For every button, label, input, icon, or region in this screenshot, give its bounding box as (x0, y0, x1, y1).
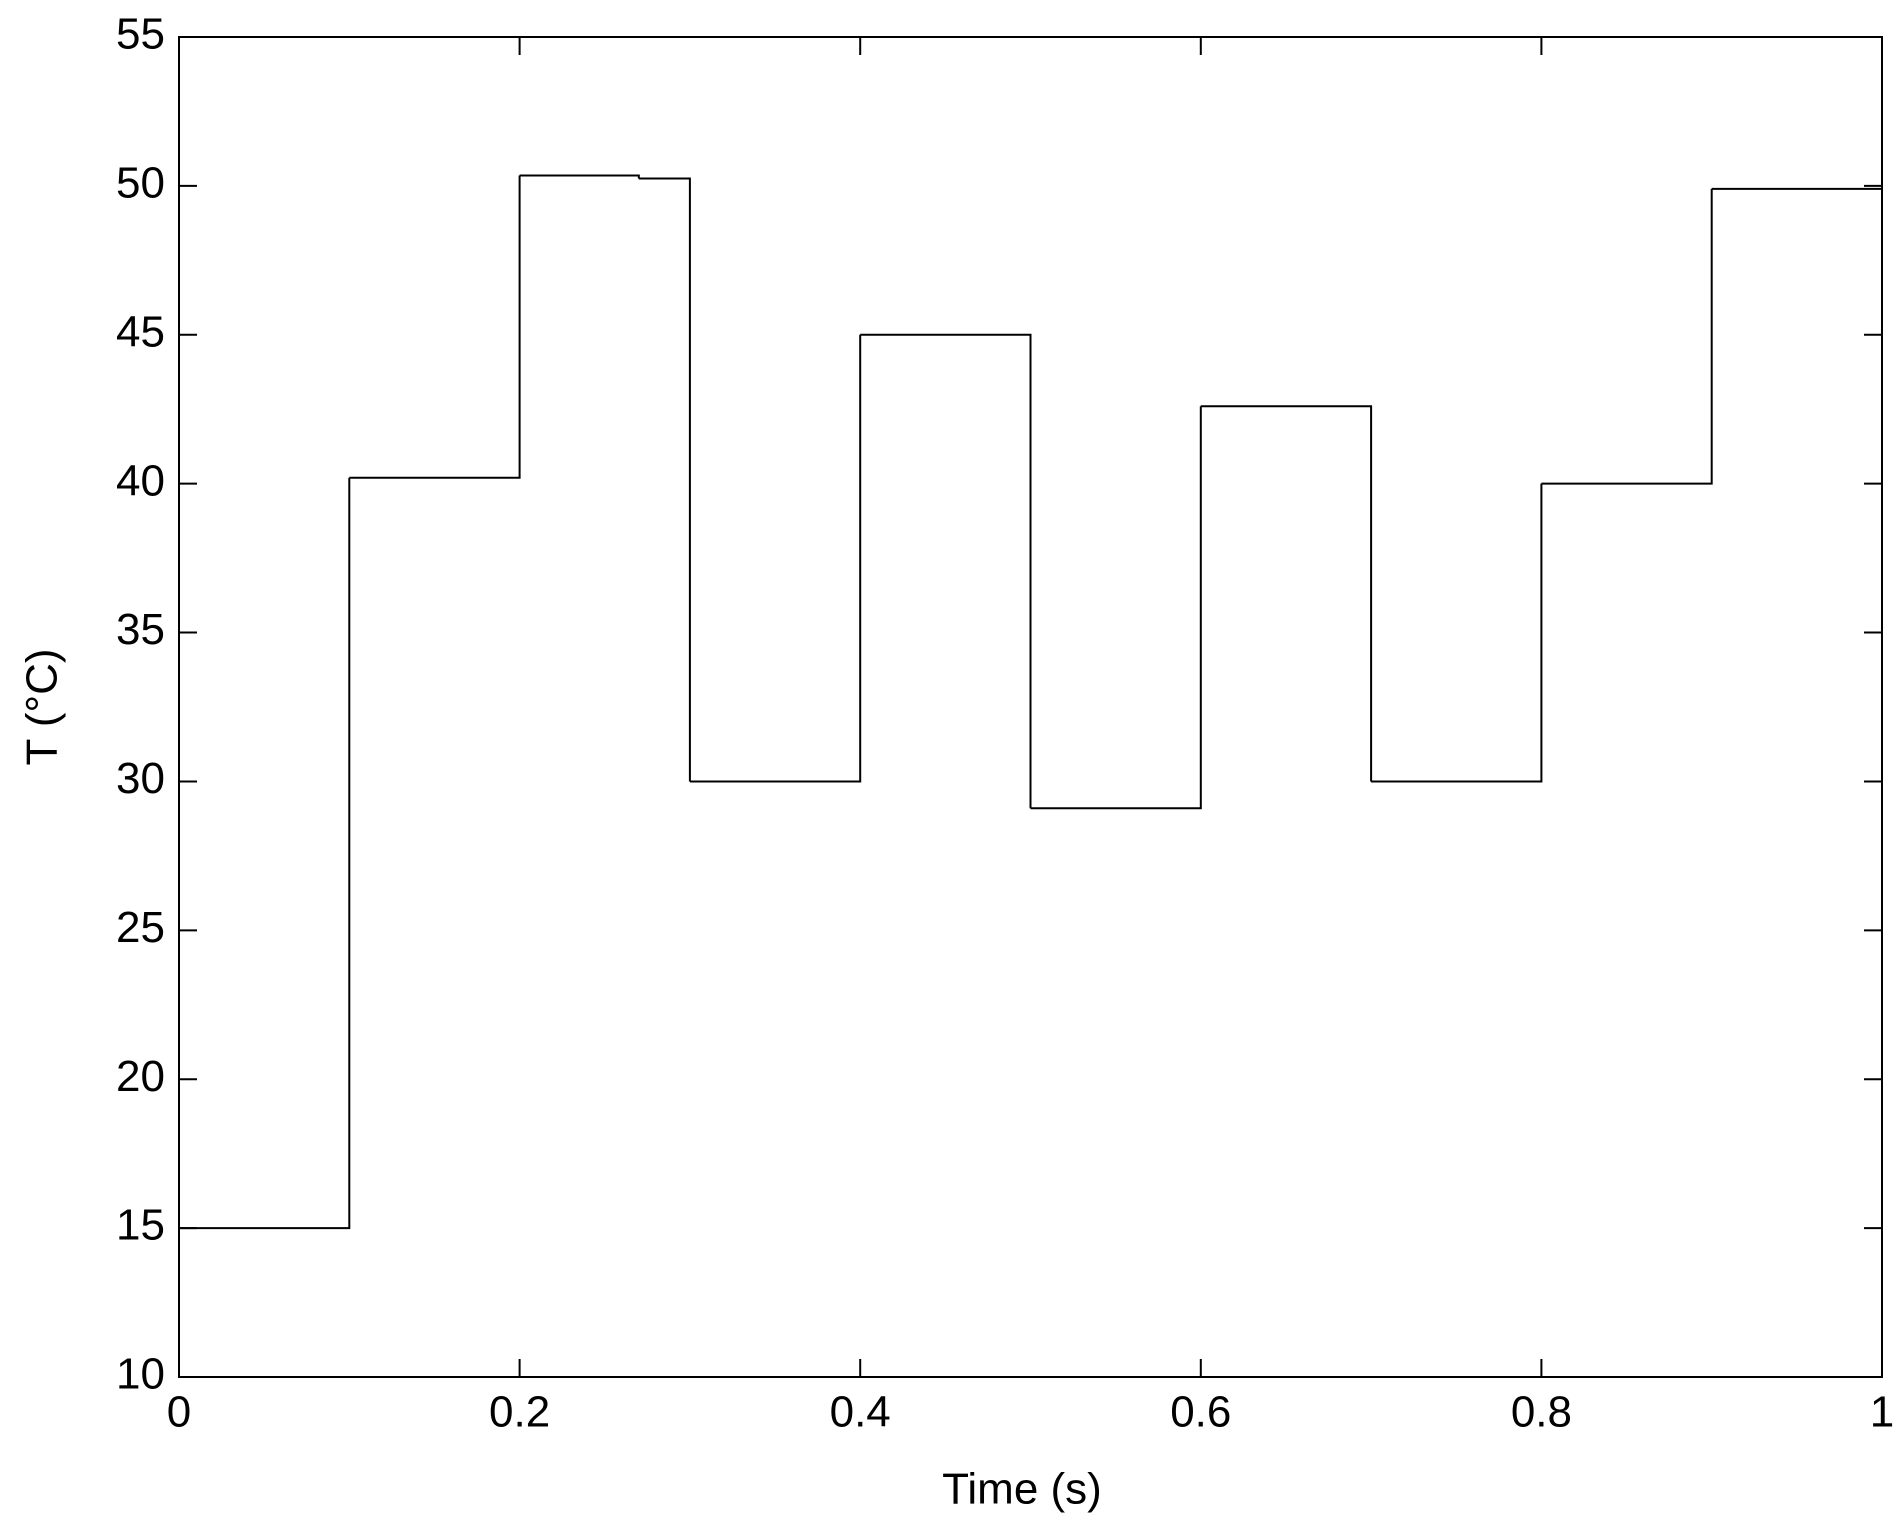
line-segment (860, 333, 1032, 809)
y-axis-label: T (°C) (18, 649, 67, 766)
x-tick-label: 0.8 (1511, 1388, 1572, 1437)
y-tick-label: 10 (116, 1350, 165, 1399)
line-segment (519, 174, 640, 179)
line-segment (1200, 405, 1373, 782)
x-tick-label: 1 (1870, 1388, 1894, 1437)
y-tick-label: 40 (116, 456, 165, 505)
line-segment (1371, 483, 1543, 783)
line-segment (1030, 406, 1202, 810)
line-segment (638, 177, 691, 782)
y-tick-label: 20 (116, 1052, 165, 1101)
y-tick-label: 35 (116, 605, 165, 654)
x-tick-label: 0.6 (1170, 1388, 1231, 1437)
x-tick-label: 0.4 (830, 1388, 891, 1437)
y-tick-label: 25 (116, 903, 165, 952)
y-tick-label: 55 (116, 10, 165, 59)
plot-frame (178, 36, 1883, 1378)
line-segment (179, 477, 351, 1230)
y-tick-label: 30 (116, 754, 165, 803)
line-segment (689, 334, 862, 783)
x-tick-label: 0.2 (489, 1388, 550, 1437)
x-axis-label: Time (s) (942, 1465, 1102, 1514)
line-segment (1541, 188, 1713, 485)
y-tick-label: 50 (116, 159, 165, 208)
x-tick-label: 0 (167, 1388, 191, 1437)
y-tick-label: 15 (116, 1201, 165, 1250)
y-tick-label: 45 (116, 307, 165, 356)
line-segment (349, 175, 521, 479)
